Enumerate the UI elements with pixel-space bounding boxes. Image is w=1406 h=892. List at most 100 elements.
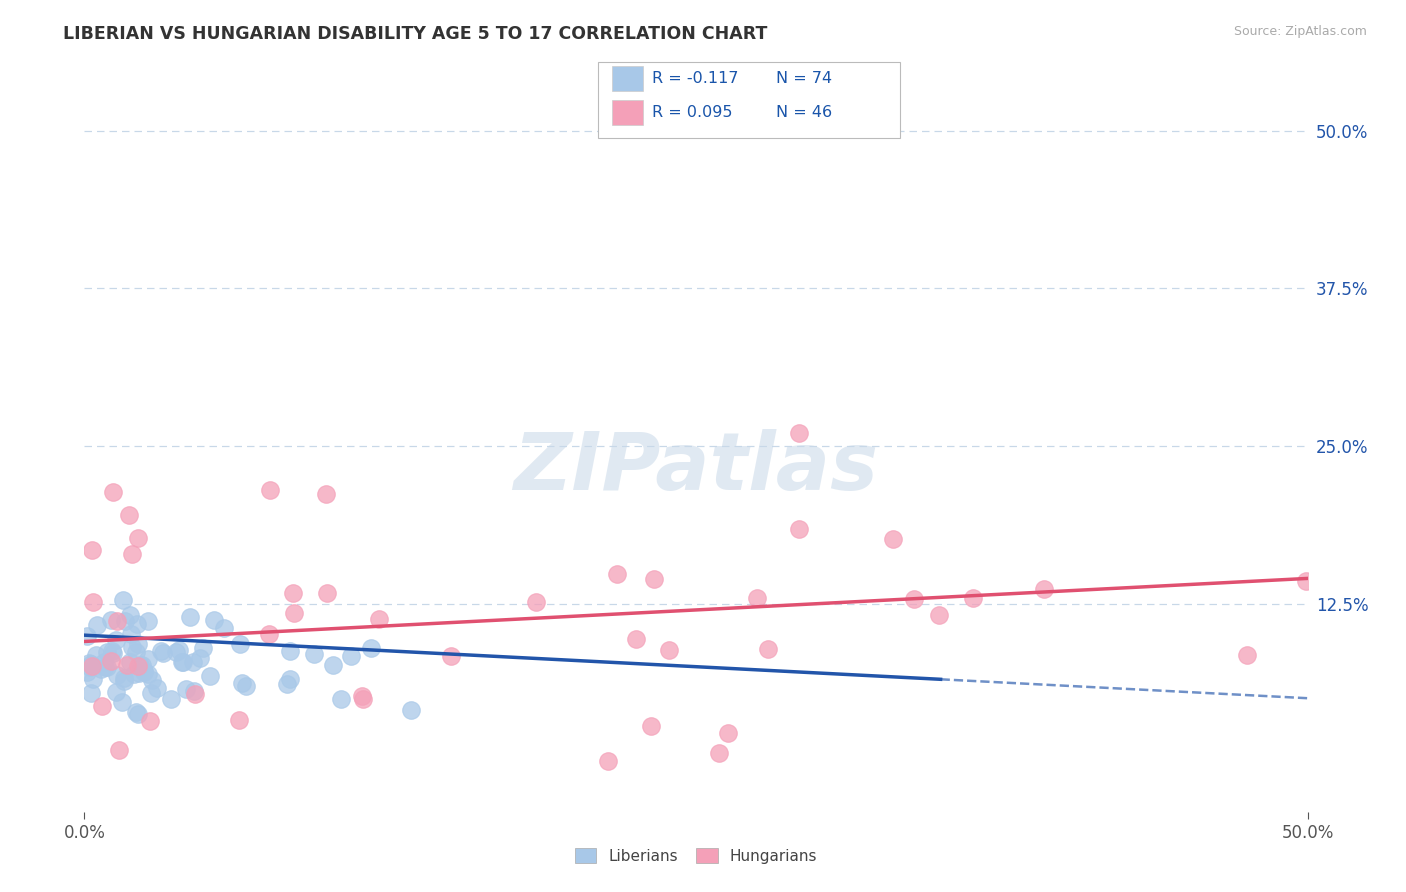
Point xyxy=(96,644,118,658)
Point xyxy=(787,426,810,441)
Point xyxy=(120,655,142,669)
Point xyxy=(707,746,730,760)
Point xyxy=(1295,574,1317,588)
Point xyxy=(125,616,148,631)
Point xyxy=(104,685,127,699)
Point xyxy=(82,672,104,686)
Point xyxy=(172,655,194,669)
Point xyxy=(139,686,162,700)
Point xyxy=(90,699,112,714)
Point xyxy=(132,665,155,679)
Point xyxy=(80,543,103,558)
Point xyxy=(596,754,619,768)
Point xyxy=(228,713,250,727)
Point xyxy=(121,547,143,561)
Point xyxy=(962,591,984,606)
Point xyxy=(136,667,159,681)
Point xyxy=(350,690,373,704)
Point xyxy=(352,691,374,706)
Point xyxy=(231,676,253,690)
Point xyxy=(640,719,662,733)
Point xyxy=(114,614,136,628)
Point xyxy=(193,640,215,655)
Point xyxy=(103,646,125,660)
Point xyxy=(159,692,181,706)
Point xyxy=(118,508,141,522)
Point xyxy=(524,595,547,609)
Point xyxy=(79,659,101,673)
Point xyxy=(1236,648,1258,663)
Point xyxy=(127,659,149,673)
Point xyxy=(198,669,221,683)
Point xyxy=(281,586,304,600)
Point xyxy=(789,522,811,536)
Point xyxy=(132,665,155,679)
Point xyxy=(131,658,153,673)
Point xyxy=(339,649,361,664)
Point xyxy=(112,592,135,607)
Point xyxy=(101,644,124,658)
Point xyxy=(181,655,204,669)
Point xyxy=(103,484,125,499)
Point xyxy=(82,595,104,609)
Point xyxy=(903,592,925,607)
Point xyxy=(183,683,205,698)
Text: LIBERIAN VS HUNGARIAN DISABILITY AGE 5 TO 17 CORRELATION CHART: LIBERIAN VS HUNGARIAN DISABILITY AGE 5 T… xyxy=(63,25,768,43)
Point xyxy=(259,483,281,498)
Point xyxy=(125,706,148,720)
Point xyxy=(80,686,103,700)
Point xyxy=(658,643,681,657)
Point xyxy=(152,646,174,660)
Point xyxy=(127,637,149,651)
Point xyxy=(118,608,141,623)
Point xyxy=(1032,582,1054,597)
Point xyxy=(360,641,382,656)
Point xyxy=(127,532,149,546)
Point xyxy=(165,645,187,659)
Point xyxy=(170,656,193,670)
Point xyxy=(105,668,128,682)
Point xyxy=(90,662,112,676)
Point xyxy=(330,692,353,706)
Point xyxy=(717,726,740,740)
Point xyxy=(184,687,207,701)
Text: N = 74: N = 74 xyxy=(776,71,832,86)
Point xyxy=(128,666,150,681)
Point xyxy=(626,632,648,647)
Point xyxy=(316,586,339,600)
Point xyxy=(112,674,135,689)
Point xyxy=(283,607,305,621)
Point xyxy=(105,614,128,628)
Text: R = 0.095: R = 0.095 xyxy=(652,105,733,120)
Point xyxy=(136,614,159,628)
Point xyxy=(127,706,149,721)
Point xyxy=(278,673,301,687)
Point xyxy=(440,648,463,663)
Point xyxy=(928,608,950,623)
Point xyxy=(212,621,235,635)
Point xyxy=(86,648,108,663)
Text: Source: ZipAtlas.com: Source: ZipAtlas.com xyxy=(1233,25,1367,38)
Point xyxy=(399,703,422,717)
Point xyxy=(188,651,211,665)
Point xyxy=(104,633,127,648)
Point xyxy=(122,666,145,681)
Legend: Liberians, Hungarians: Liberians, Hungarians xyxy=(568,842,824,870)
Point xyxy=(93,655,115,669)
Point xyxy=(179,610,201,624)
Point xyxy=(322,658,344,673)
Point xyxy=(94,660,117,674)
Point xyxy=(108,743,131,757)
Text: ZIPatlas: ZIPatlas xyxy=(513,429,879,507)
Point xyxy=(146,681,169,695)
Point xyxy=(229,637,252,651)
Point xyxy=(606,567,628,582)
Point xyxy=(100,613,122,627)
Point xyxy=(315,487,337,501)
Point xyxy=(882,533,904,547)
Text: R = -0.117: R = -0.117 xyxy=(652,71,740,86)
Point xyxy=(150,644,173,658)
Point xyxy=(96,660,118,674)
Point xyxy=(111,695,134,709)
Point xyxy=(643,572,665,586)
